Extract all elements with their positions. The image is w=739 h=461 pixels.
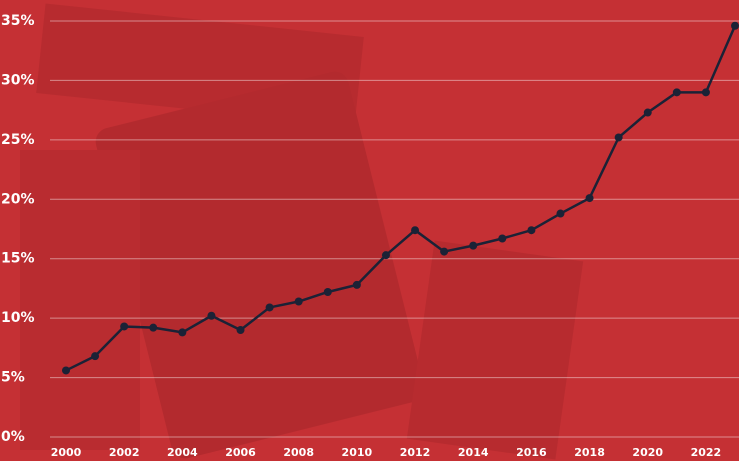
- x-tick-label: 2012: [400, 446, 431, 459]
- y-tick-label: 10%: [1, 310, 35, 326]
- y-tick-label: 15%: [1, 251, 35, 267]
- data-point: [469, 242, 477, 250]
- x-tick-label: 2014: [458, 446, 489, 459]
- x-tick-label: 2022: [691, 446, 722, 459]
- y-tick-label: 0%: [1, 429, 25, 445]
- data-point: [440, 248, 448, 256]
- data-point: [586, 194, 594, 202]
- data-point: [178, 328, 186, 336]
- y-tick-label: 25%: [1, 132, 35, 148]
- data-point: [353, 281, 361, 289]
- data-point: [556, 210, 564, 218]
- y-tick-label: 20%: [1, 191, 35, 207]
- x-tick-label: 2020: [632, 446, 663, 459]
- x-tick-label: 2016: [516, 446, 547, 459]
- data-point: [149, 324, 157, 332]
- x-tick-label: 2008: [283, 446, 314, 459]
- data-point: [62, 366, 70, 374]
- data-point: [295, 298, 303, 306]
- data-point: [237, 326, 245, 334]
- data-point: [644, 109, 652, 117]
- x-tick-label: 2002: [109, 446, 140, 459]
- data-point: [266, 303, 274, 311]
- data-point: [91, 352, 99, 360]
- x-tick-label: 2010: [342, 446, 373, 459]
- data-point: [382, 251, 390, 259]
- data-point: [411, 226, 419, 234]
- x-tick-label: 2006: [225, 446, 256, 459]
- y-tick-label: 35%: [1, 13, 35, 29]
- data-point: [207, 312, 215, 320]
- y-tick-label: 30%: [1, 72, 35, 88]
- x-tick-label: 2004: [167, 446, 198, 459]
- data-point: [615, 133, 623, 141]
- data-point: [673, 88, 681, 96]
- data-point: [731, 22, 739, 30]
- data-point: [120, 322, 128, 330]
- y-tick-label: 5%: [1, 370, 25, 386]
- chart: 0% 5% 10% 15% 20% 25% 30% 35% 2000 2002 2004 2006 20…: [0, 0, 739, 461]
- data-point: [498, 235, 506, 243]
- x-tick-label: 2018: [574, 446, 605, 459]
- data-point: [702, 88, 710, 96]
- data-point: [527, 226, 535, 234]
- data-point: [324, 288, 332, 296]
- x-tick-label: 2000: [51, 446, 82, 459]
